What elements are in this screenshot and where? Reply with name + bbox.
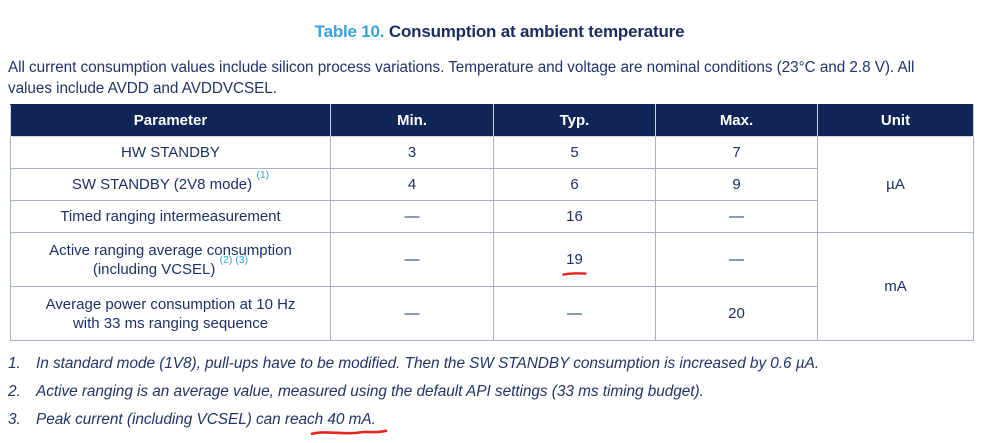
cell-parameter: Average power consumption at 10 Hz with … bbox=[10, 286, 331, 341]
footnote-text: In standard mode (1V8), pull-ups have to… bbox=[36, 355, 820, 372]
cell-max: — bbox=[655, 200, 818, 233]
cell-min: — bbox=[330, 286, 494, 341]
col-header-parameter: Parameter bbox=[10, 104, 331, 137]
consumption-table: Parameter Min. Typ. Max. Unit HW STANDBY… bbox=[10, 104, 974, 341]
footnote-1: 1. In standard mode (1V8), pull-ups have… bbox=[8, 355, 978, 373]
cell-parameter: Active ranging average consumption (incl… bbox=[10, 232, 331, 287]
footnote-ref: (2) (3) bbox=[219, 253, 249, 266]
col-header-max: Max. bbox=[655, 104, 818, 137]
footnotes-list: 1. In standard mode (1V8), pull-ups have… bbox=[8, 355, 978, 439]
footnote-text: Peak current (including VCSEL) can reach… bbox=[36, 411, 978, 436]
cell-max: 20 bbox=[655, 286, 818, 341]
intro-paragraph: All current consumption values include s… bbox=[8, 59, 915, 97]
parameter-text: SW STANDBY (2V8 mode) bbox=[71, 176, 253, 193]
footnote-number: 2. bbox=[8, 383, 21, 400]
table-row: Active ranging average consumption (incl… bbox=[10, 232, 974, 341]
cell-min: — bbox=[330, 232, 494, 287]
table-row: Timed ranging intermeasurement — 16 — bbox=[10, 200, 974, 233]
cell-typ: 19 bbox=[493, 232, 656, 287]
table-row: SW STANDBY (2V8 mode) (1) 4 6 9 bbox=[10, 168, 974, 201]
cell-max: 9 bbox=[655, 168, 818, 201]
annotated-value: 40 mA. bbox=[327, 411, 376, 428]
table-title: Table 10. Consumption at ambient tempera… bbox=[0, 22, 999, 42]
cell-unit-ma: mA bbox=[817, 232, 974, 341]
parameter-line2: with 33 ms ranging sequence bbox=[72, 314, 269, 332]
table-number-label: Table 10. bbox=[314, 22, 385, 41]
cell-typ: 16 bbox=[493, 200, 656, 233]
cell-typ: 6 bbox=[493, 168, 656, 201]
red-squiggle-annotation bbox=[311, 429, 388, 436]
footnote-3: 3. Peak current (including VCSEL) can re… bbox=[8, 411, 978, 436]
cell-max: — bbox=[655, 232, 818, 287]
parameter-line1: Average power consumption at 10 Hz bbox=[45, 295, 296, 313]
red-underline-annotation bbox=[561, 272, 587, 276]
cell-typ: — bbox=[493, 286, 656, 341]
footnote-ref: (1) bbox=[256, 169, 270, 181]
annotated-text: 40 mA. bbox=[311, 411, 388, 436]
cell-parameter: Timed ranging intermeasurement bbox=[10, 200, 331, 233]
col-header-typ: Typ. bbox=[493, 104, 656, 137]
footnote-number: 1. bbox=[8, 355, 21, 372]
cell-parameter: HW STANDBY bbox=[10, 136, 331, 169]
cell-min: 4 bbox=[330, 168, 494, 201]
parameter-line1: Active ranging average consumption bbox=[49, 241, 292, 259]
cell-typ: 5 bbox=[493, 136, 656, 169]
cell-min: 3 bbox=[330, 136, 494, 169]
col-header-min: Min. bbox=[330, 104, 494, 137]
table-row: HW STANDBY 3 5 7 µA bbox=[10, 136, 974, 233]
footnote-text-before: Peak current (including VCSEL) can reach bbox=[36, 411, 328, 428]
col-header-unit: Unit bbox=[817, 104, 974, 137]
cell-unit-ua: µA bbox=[817, 136, 974, 233]
typ-value: 19 bbox=[566, 251, 583, 268]
table-row: Average power consumption at 10 Hz with … bbox=[10, 286, 974, 341]
cell-parameter: SW STANDBY (2V8 mode) (1) bbox=[10, 168, 331, 201]
footnote-2: 2. Active ranging is an average value, m… bbox=[8, 383, 978, 401]
parameter-line2: (including VCSEL) bbox=[92, 260, 216, 278]
typ-value-annotated: 19 bbox=[561, 250, 587, 276]
footnote-text: Active ranging is an average value, meas… bbox=[36, 383, 704, 400]
cell-max: 7 bbox=[655, 136, 818, 169]
table-caption: Consumption at ambient temperature bbox=[388, 22, 685, 41]
cell-min: — bbox=[330, 200, 494, 233]
header-row: Parameter Min. Typ. Max. Unit bbox=[10, 104, 974, 137]
footnote-number: 3. bbox=[8, 411, 21, 428]
